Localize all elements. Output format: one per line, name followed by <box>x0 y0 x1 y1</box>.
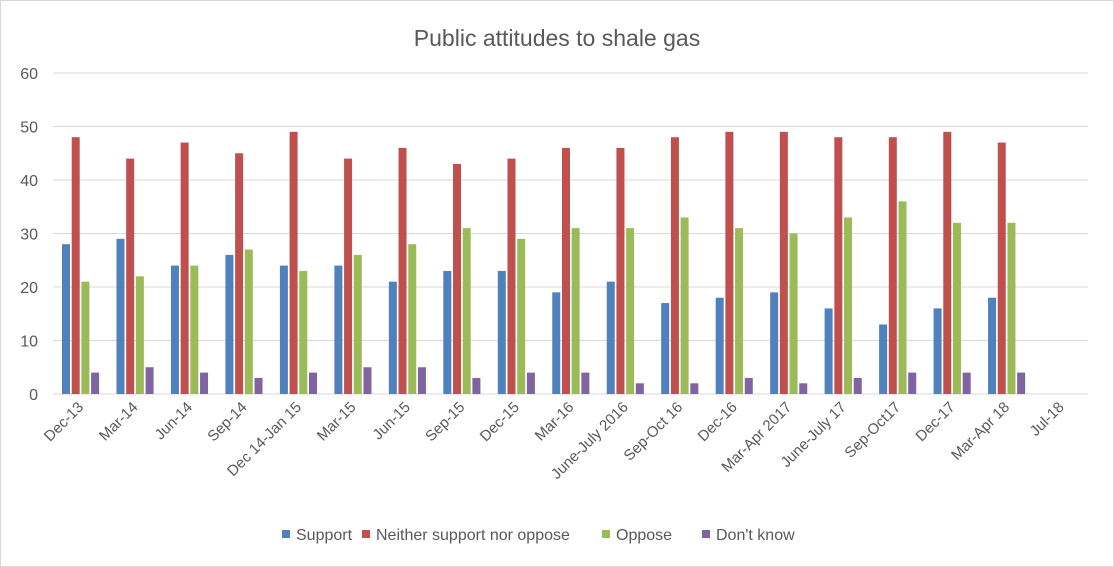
bar-support <box>770 292 779 394</box>
y-tick-label: 30 <box>20 227 38 244</box>
y-tick-label: 10 <box>20 334 38 351</box>
bar-oppose <box>81 281 90 394</box>
bar-support <box>443 270 452 394</box>
bar-don-t-know <box>908 372 917 394</box>
bar-support <box>824 308 833 394</box>
bar-support <box>606 281 615 394</box>
bar-neither-support-nor-oppose <box>616 147 625 394</box>
bar-support <box>715 297 724 394</box>
bar-oppose <box>844 217 853 394</box>
bar-neither-support-nor-oppose <box>997 142 1006 394</box>
bar-support <box>116 238 125 394</box>
bar-support <box>879 324 888 394</box>
bar-oppose <box>517 238 526 394</box>
bar-don-t-know <box>690 383 699 394</box>
bar-neither-support-nor-oppose <box>834 137 843 394</box>
bar-don-t-know <box>254 377 263 394</box>
bar-don-t-know <box>308 372 317 394</box>
y-tick-label: 20 <box>20 280 38 297</box>
bar-neither-support-nor-oppose <box>943 131 952 394</box>
bar-neither-support-nor-oppose <box>507 158 516 394</box>
bar-don-t-know <box>853 377 862 394</box>
bar-support <box>988 297 997 394</box>
bar-support <box>933 308 942 394</box>
bar-support <box>170 265 179 394</box>
legend-swatch <box>282 530 290 538</box>
bar-oppose <box>353 254 362 394</box>
bar-neither-support-nor-oppose <box>779 131 788 394</box>
bar-oppose <box>680 217 689 394</box>
bar-don-t-know <box>799 383 808 394</box>
bar-support <box>388 281 397 394</box>
bar-oppose <box>462 228 471 394</box>
bar-don-t-know <box>91 372 100 394</box>
bar-oppose <box>898 201 907 394</box>
legend-label: Support <box>296 527 353 544</box>
bar-support <box>279 265 288 394</box>
bar-support <box>661 303 670 394</box>
bar-support <box>225 254 234 394</box>
bar-don-t-know <box>744 377 753 394</box>
bar-oppose <box>244 249 253 394</box>
legend-swatch <box>362 530 370 538</box>
bar-oppose <box>1007 222 1016 394</box>
bar-neither-support-nor-oppose <box>561 147 570 394</box>
bar-don-t-know <box>581 372 590 394</box>
bar-don-t-know <box>526 372 535 394</box>
bar-neither-support-nor-oppose <box>670 137 679 394</box>
bar-oppose <box>135 276 144 394</box>
y-tick-label: 50 <box>20 120 38 137</box>
y-tick-label: 60 <box>20 66 38 83</box>
bar-oppose <box>299 270 308 394</box>
bar-oppose <box>789 233 798 394</box>
bar-oppose <box>190 265 199 394</box>
chart-title: Public attitudes to shale gas <box>414 25 700 51</box>
bar-neither-support-nor-oppose <box>344 158 353 394</box>
bar-oppose <box>626 228 635 394</box>
bar-neither-support-nor-oppose <box>126 158 135 394</box>
legend-label: Neither support nor oppose <box>376 527 570 544</box>
bar-don-t-know <box>962 372 971 394</box>
legend-swatch <box>602 530 610 538</box>
bar-don-t-know <box>145 367 154 394</box>
y-tick-label: 0 <box>29 387 38 404</box>
bar-don-t-know <box>200 372 209 394</box>
bar-neither-support-nor-oppose <box>888 137 897 394</box>
bar-neither-support-nor-oppose <box>398 147 407 394</box>
bar-don-t-know <box>1017 372 1026 394</box>
bar-neither-support-nor-oppose <box>289 131 298 394</box>
bar-oppose <box>571 228 580 394</box>
bar-neither-support-nor-oppose <box>71 137 80 394</box>
bar-support <box>552 292 561 394</box>
legend-label: Don't know <box>716 527 795 544</box>
bar-neither-support-nor-oppose <box>725 131 734 394</box>
bar-don-t-know <box>363 367 372 394</box>
bar-support <box>62 244 70 394</box>
y-tick-label: 40 <box>20 173 38 190</box>
legend-swatch <box>702 530 710 538</box>
bar-support <box>334 265 343 394</box>
bar-support <box>497 270 506 394</box>
bar-oppose <box>952 222 961 394</box>
bar-don-t-know <box>635 383 644 394</box>
bar-oppose <box>735 228 744 394</box>
legend-label: Oppose <box>616 527 672 544</box>
bar-don-t-know <box>417 367 426 394</box>
bar-neither-support-nor-oppose <box>235 153 244 394</box>
bar-oppose <box>408 244 417 394</box>
bar-don-t-know <box>472 377 481 394</box>
bar-neither-support-nor-oppose <box>180 142 189 394</box>
bar-neither-support-nor-oppose <box>453 163 462 394</box>
